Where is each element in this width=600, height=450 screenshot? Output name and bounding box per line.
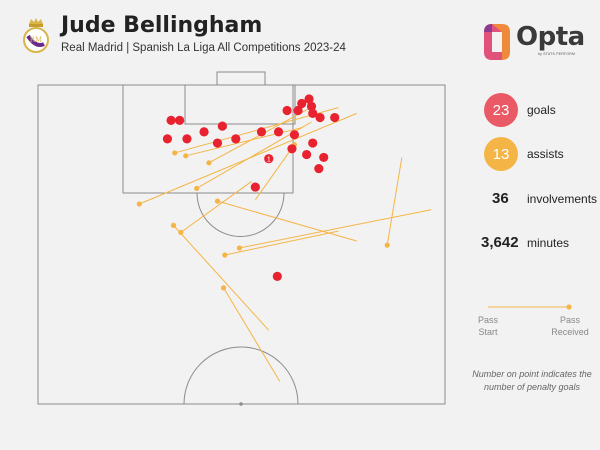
goal-point — [199, 127, 209, 137]
assist-pass-line — [386, 157, 403, 246]
minutes-label: minutes — [527, 236, 570, 250]
goal-point — [319, 152, 329, 163]
assist-received-point — [220, 285, 227, 291]
goal-point — [231, 134, 241, 144]
goal-frame — [216, 71, 266, 86]
centre-circle-arc — [183, 346, 299, 405]
svg-text:RM: RM — [30, 36, 42, 44]
goal-point — [308, 108, 318, 118]
goal-point — [306, 101, 317, 111]
goal-point — [250, 182, 260, 192]
assist-pass-line — [224, 230, 339, 256]
assist-received-point — [136, 201, 142, 207]
assist-received-point — [206, 160, 212, 166]
goal-point — [314, 163, 324, 174]
goal-point — [308, 138, 318, 148]
six-yard-box — [184, 84, 296, 125]
centre-spot — [239, 402, 243, 406]
assist-received-point — [178, 229, 184, 235]
penalty-arc — [196, 192, 285, 237]
penalty-count-label: 1 — [267, 156, 271, 163]
assist-received-point — [194, 185, 200, 191]
assist-pass-line — [239, 209, 432, 249]
page-title: Jude Bellingham — [61, 13, 263, 38]
assist-received-point — [183, 153, 189, 159]
legend-pass-received-label: Pass Received — [551, 315, 589, 337]
penalty-goal-point — [264, 154, 274, 164]
legend-pass-received-dot — [566, 304, 572, 310]
goal-point — [166, 115, 176, 126]
assist-received-point — [384, 242, 390, 248]
assist-pass-line — [173, 225, 270, 331]
assists-count-badge: 13 — [484, 137, 518, 171]
goal-point — [212, 138, 223, 148]
involvements-label: involvements — [527, 192, 598, 206]
assist-pass-line — [223, 287, 281, 382]
goal-point — [302, 149, 312, 160]
goals-label: goals — [527, 103, 556, 117]
assist-pass-line — [185, 126, 304, 157]
assists-label: assists — [527, 147, 564, 161]
goal-point — [293, 105, 303, 116]
assist-pass-line — [217, 200, 357, 242]
goals-count-badge: 23 — [484, 93, 518, 127]
assist-pass-line — [180, 180, 252, 233]
goal-point — [330, 112, 340, 123]
goal-point — [272, 271, 282, 281]
assist-received-point — [214, 198, 221, 204]
goal-point — [304, 94, 314, 104]
goal-point — [217, 121, 227, 131]
goal-point — [182, 134, 192, 144]
goal-point — [175, 115, 185, 126]
goal-point — [297, 98, 307, 109]
opta-tagline: by STATS PERFORM — [538, 52, 576, 56]
assist-received-point — [236, 245, 243, 251]
goal-point — [256, 127, 267, 137]
goal-point — [282, 105, 292, 116]
goal-point — [289, 130, 300, 140]
goal-point — [273, 127, 284, 137]
goal-point — [287, 144, 297, 154]
goal-point — [162, 134, 173, 144]
pitch-outline — [37, 84, 446, 405]
assist-received-point — [170, 222, 177, 228]
opta-logo-icon — [484, 24, 510, 60]
real-madrid-crest-icon: RM — [23, 18, 49, 53]
minutes-value: 3,642 — [481, 234, 519, 251]
opta-brand: Opta — [516, 22, 585, 52]
assist-received-point — [172, 150, 178, 156]
legend-pass-start-label: Pass Start — [477, 315, 498, 337]
involvements-value: 36 — [492, 190, 509, 207]
goal-point — [315, 112, 325, 123]
penalty-box — [122, 84, 294, 194]
assist-received-point — [222, 252, 228, 258]
penalty-note: Number on point indicates the number of … — [472, 369, 592, 392]
assist-pass-line — [254, 144, 295, 201]
assist-pass-line — [208, 108, 309, 164]
page-subtitle: Real Madrid | Spanish La Liga All Compet… — [61, 42, 346, 54]
